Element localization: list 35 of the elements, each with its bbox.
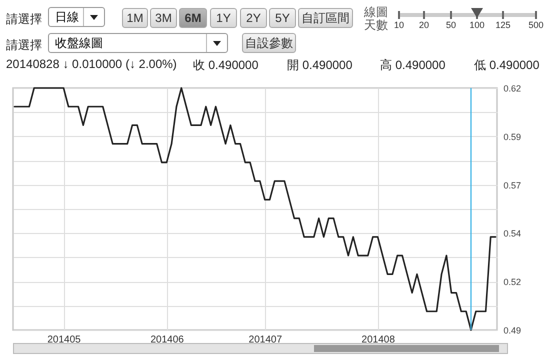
text: 線圖天數 bbox=[364, 5, 389, 32]
x-tick-label: 201406 bbox=[150, 334, 184, 346]
text: 125 bbox=[495, 20, 511, 30]
text: 低 0.490000 bbox=[474, 57, 540, 74]
button: 3M bbox=[150, 8, 177, 28]
text: 收 0.490000 bbox=[193, 57, 258, 74]
button: 6M bbox=[179, 8, 207, 28]
text: 請選擇 bbox=[6, 37, 42, 54]
text: 10 bbox=[394, 20, 404, 30]
y-tick-label: 0.54 bbox=[504, 228, 522, 239]
dropdown: 收盤線圖 bbox=[48, 33, 228, 53]
y-tick-label: 0.59 bbox=[504, 132, 522, 142]
x-tick-label: 201408 bbox=[362, 334, 396, 346]
y-tick-label: 0.57 bbox=[504, 180, 522, 190]
button: 1Y bbox=[210, 8, 237, 28]
button: 自設參數 bbox=[242, 33, 296, 53]
text: 請選擇 bbox=[6, 11, 42, 28]
text: 高 0.490000 bbox=[380, 57, 446, 74]
y-tick-label: 0.49 bbox=[504, 326, 522, 336]
dropdown: 日線 bbox=[48, 7, 105, 27]
text: 50 bbox=[446, 20, 456, 30]
button: 5Y bbox=[269, 8, 296, 28]
button: 1M bbox=[122, 8, 148, 28]
y-tick-label: 0.62 bbox=[504, 84, 522, 94]
button: 自訂區間 bbox=[298, 8, 353, 28]
line-series bbox=[14, 87, 496, 331]
text: 開 0.490000 bbox=[287, 57, 352, 74]
text: 100 bbox=[469, 20, 485, 30]
button: 2Y bbox=[240, 8, 267, 28]
text: 20 bbox=[418, 20, 430, 30]
text: 500 bbox=[528, 20, 544, 30]
x-tick-label: 201407 bbox=[248, 334, 282, 346]
y-tick-label: 0.52 bbox=[504, 277, 522, 288]
x-tick-label: 201405 bbox=[47, 334, 82, 346]
text: 20140828 ↓ 0.010000 (↓ 2.00%) bbox=[6, 57, 177, 71]
